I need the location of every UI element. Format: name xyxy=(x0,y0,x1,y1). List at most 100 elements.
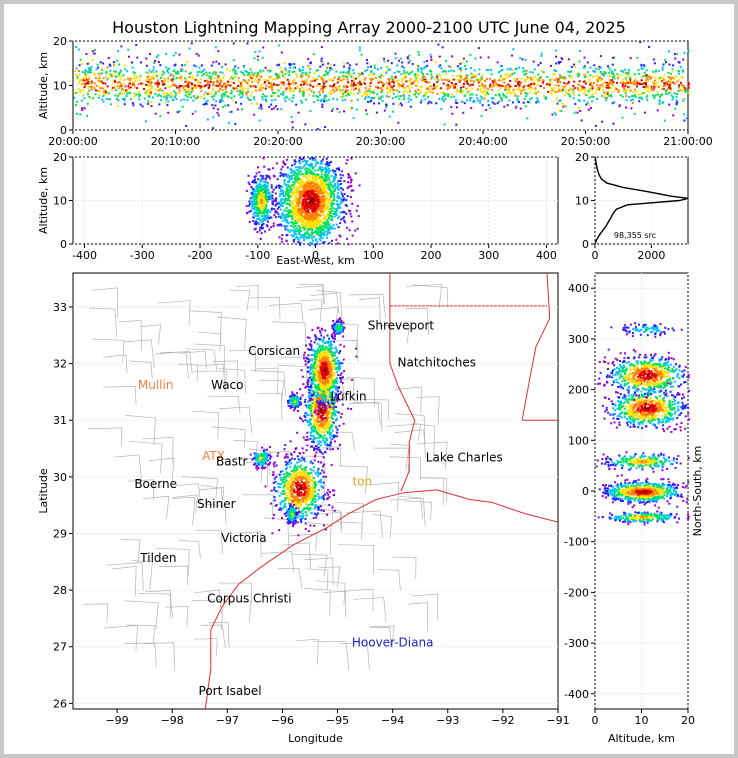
time-source-point xyxy=(327,71,330,74)
time-source-point xyxy=(419,78,422,81)
time-source-point xyxy=(310,90,313,93)
ew-source-point xyxy=(286,175,289,178)
ew-ylabel: Altitude, km xyxy=(37,167,50,234)
time-source-point xyxy=(510,92,513,95)
time-source-point xyxy=(419,89,422,92)
ew-source-point xyxy=(286,187,289,190)
ew-source-point xyxy=(320,180,323,183)
ew-source-point xyxy=(330,190,333,193)
time-source-point xyxy=(593,64,596,67)
time-source-point xyxy=(463,102,466,105)
time-source-point xyxy=(471,83,474,86)
time-source-point xyxy=(370,99,373,102)
time-source-point xyxy=(348,68,351,71)
ew-source-point xyxy=(314,217,317,220)
time-source-point xyxy=(415,74,418,77)
time-source-point xyxy=(180,75,183,78)
ew-source-point xyxy=(294,171,297,174)
ew-source-point xyxy=(294,237,297,240)
time-source-point xyxy=(178,86,181,89)
time-source-point xyxy=(81,77,84,80)
time-source-point xyxy=(469,93,472,96)
map-xlabel: Longitude xyxy=(288,732,343,745)
time-source-point xyxy=(174,92,177,95)
time-source-point xyxy=(656,109,659,112)
time-source-point xyxy=(533,92,536,95)
time-source-point xyxy=(292,66,295,69)
ew-source-point xyxy=(293,231,296,234)
ew-source-point xyxy=(283,182,286,185)
time-source-point xyxy=(198,70,201,73)
time-source-point xyxy=(454,83,457,86)
time-source-point xyxy=(572,97,575,100)
time-source-point xyxy=(578,60,581,63)
time-source-point xyxy=(253,98,256,101)
time-source-point xyxy=(83,71,86,74)
ew-source-point xyxy=(288,195,291,198)
ew-source-point xyxy=(319,196,322,199)
ew-source-point xyxy=(291,200,294,203)
time-source-point xyxy=(597,78,600,81)
time-source-point xyxy=(116,95,119,98)
time-source-point xyxy=(376,93,379,96)
ew-source-point xyxy=(298,177,301,180)
time-source-point xyxy=(321,103,324,106)
time-source-point xyxy=(294,87,297,90)
time-source-point xyxy=(453,95,456,98)
ew-source-point xyxy=(325,214,328,217)
time-source-point xyxy=(683,98,686,101)
ew-source-point xyxy=(260,178,263,181)
ew-source-point xyxy=(287,229,290,232)
time-source-point xyxy=(645,82,648,85)
time-source-point xyxy=(152,77,155,80)
ew-source-point xyxy=(254,211,257,214)
ew-source-point xyxy=(344,221,347,224)
time-source-point xyxy=(288,66,291,69)
time-source-point xyxy=(375,111,378,114)
ew-source-point xyxy=(256,218,259,221)
time-source-point xyxy=(149,101,152,104)
county-border xyxy=(236,285,259,311)
ew-source-point xyxy=(332,176,335,179)
time-source-point xyxy=(618,105,621,108)
ew-source-point xyxy=(291,174,294,177)
time-source-point xyxy=(233,71,236,74)
time-source-point xyxy=(157,86,160,89)
time-source-point xyxy=(330,79,333,82)
ew-source-point xyxy=(308,190,311,193)
time-source-point xyxy=(364,86,367,89)
time-source-point xyxy=(221,89,224,92)
coastline xyxy=(204,489,559,710)
time-source-point xyxy=(277,73,280,76)
time-source-point xyxy=(307,73,310,76)
ew-source-point xyxy=(285,184,288,187)
time-source-point xyxy=(460,68,463,71)
time-source-point xyxy=(109,73,112,76)
time-source-point xyxy=(263,82,266,85)
time-source-point xyxy=(558,62,561,65)
ew-source-point xyxy=(315,194,318,197)
time-source-point xyxy=(93,87,96,90)
time-source-point xyxy=(99,61,102,64)
time-source-point xyxy=(212,107,215,110)
time-source-point xyxy=(73,92,76,95)
ew-source-point xyxy=(340,177,343,180)
time-source-point xyxy=(523,84,526,87)
time-source-point xyxy=(477,47,480,50)
ew-source-point xyxy=(342,195,345,198)
ew-source-point xyxy=(263,201,266,204)
ew-source-point xyxy=(280,213,283,216)
time-source-point xyxy=(148,85,151,88)
time-source-point xyxy=(184,94,187,97)
time-source-point xyxy=(282,81,285,84)
figure: Houston Lightning Mapping Array 2000-210… xyxy=(4,4,734,754)
time-source-point xyxy=(447,78,450,81)
ew-source-point xyxy=(309,241,312,244)
time-source-point xyxy=(93,52,96,55)
time-source-point xyxy=(113,70,116,73)
county-border xyxy=(392,556,417,579)
county-border xyxy=(212,426,246,449)
time-source-point xyxy=(277,95,280,98)
time-source-point xyxy=(110,103,113,106)
time-source-point xyxy=(188,72,191,75)
